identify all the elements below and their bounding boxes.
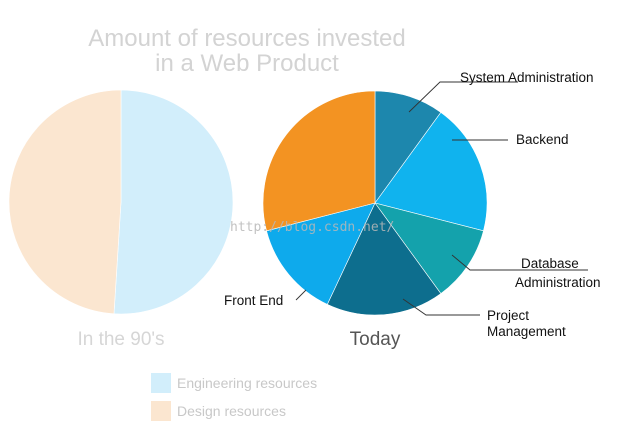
leader-system-administration	[408, 81, 518, 113]
pie-today-slice-backend	[374, 111, 488, 232]
legend-label-engineering: Engineering resources	[177, 375, 317, 391]
slice-label-front-end: Front End	[224, 293, 283, 308]
leader-database-administration	[451, 254, 588, 271]
slice-label-system-administration: System Administration	[460, 70, 594, 85]
pie-today	[262, 90, 488, 316]
pie-90s-slice-engineering-resources	[113, 89, 234, 315]
leader-front-end	[295, 289, 307, 301]
leader-project-management	[402, 298, 480, 316]
chart-title-line-2: in a Web Product	[155, 50, 339, 77]
legend-swatch-design	[151, 401, 171, 421]
pie-today-subtitle: Today	[350, 329, 401, 350]
pie-today-slice-unlabeled	[262, 90, 376, 232]
slice-label-project-line-1: Project	[487, 308, 529, 323]
pie-today-slice-database-administration	[374, 202, 484, 295]
slice-label-database-line-1: Database	[521, 256, 579, 271]
pie-today-slice-project-management	[326, 202, 442, 316]
chart-title-line-1: Amount of resources invested	[88, 25, 406, 52]
legend-label-design: Design resources	[177, 403, 286, 419]
watermark: http://blog.csdn.net/	[230, 220, 394, 235]
legend-swatch-engineering	[151, 373, 171, 393]
pie-90s	[8, 89, 234, 315]
slice-label-database-line-2: Administration	[515, 275, 601, 290]
slice-label-backend: Backend	[516, 132, 569, 147]
pie-today-slice-front-end	[266, 202, 376, 305]
pie-90s-subtitle: In the 90's	[77, 329, 164, 350]
slice-label-project-line-2: Management	[487, 324, 566, 339]
pie-90s-slice-design-resources	[8, 89, 122, 315]
